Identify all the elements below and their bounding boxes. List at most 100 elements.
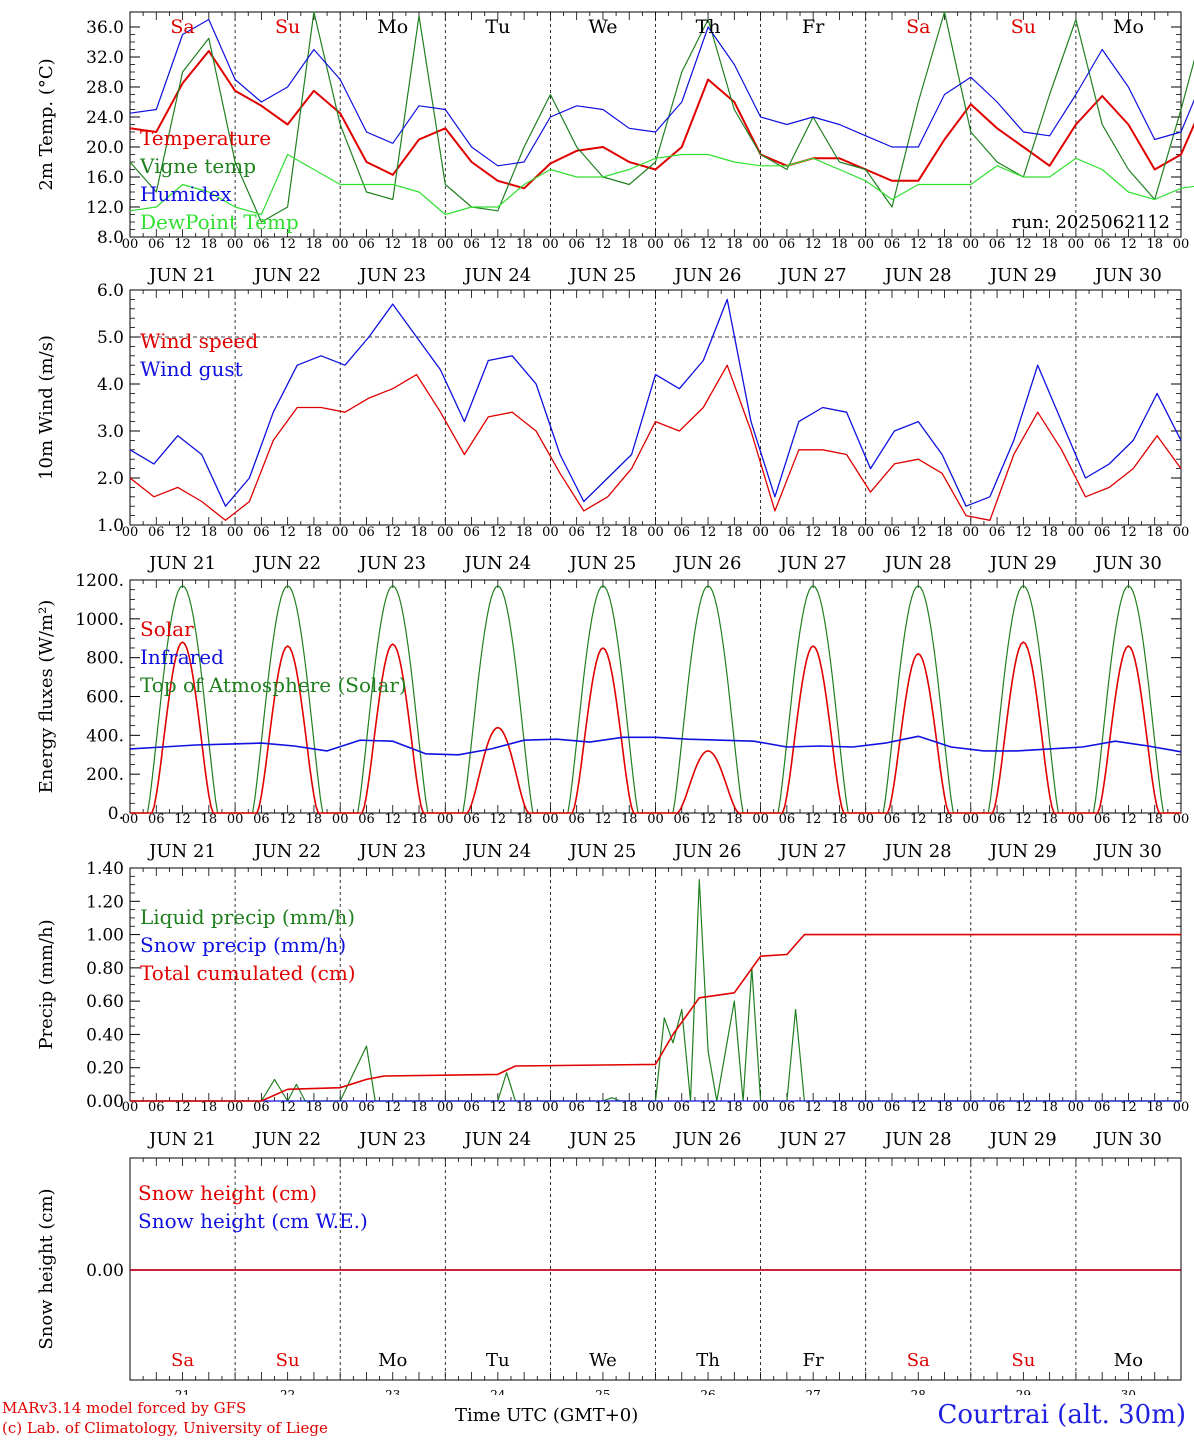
hour-tick-label: 18 [1041, 1100, 1058, 1115]
location-label: Courtrai (alt. 30m) [937, 1400, 1187, 1430]
hour-tick-label: 18 [516, 812, 533, 827]
hour-tick-label: 00 [1173, 1100, 1190, 1115]
day-label: JUN 29 [988, 1129, 1057, 1150]
y-tick-label: 1000. [75, 610, 124, 630]
series-line [129, 50, 1194, 190]
day-label: JUN 21 [147, 1129, 216, 1150]
hour-tick-label: 18 [936, 812, 953, 827]
hour-tick-label: 06 [568, 525, 585, 540]
day-label: JUN 27 [778, 841, 847, 862]
hour-tick-label: 06 [358, 525, 375, 540]
hour-tick-label: 00 [963, 812, 980, 827]
weekday-label: We [589, 1350, 617, 1371]
legend-entry: DewPoint Temp [140, 210, 299, 234]
y-axis-label: Precip (mm/h) [36, 919, 57, 1049]
hour-tick-label: 12 [279, 1100, 296, 1115]
day-label: JUN 27 [778, 553, 847, 574]
hour-tick-label: 00 [1173, 812, 1190, 827]
hour-tick-label: 06 [674, 237, 691, 252]
hour-tick-label: 00 [227, 812, 244, 827]
hour-tick-label: 00 [332, 1100, 349, 1115]
hour-tick-label: 12 [805, 812, 822, 827]
weekday-label: Tu [486, 1350, 510, 1371]
day-label: JUN 27 [778, 265, 847, 286]
hour-tick-label: 18 [726, 237, 743, 252]
wind-panel: 1.0 2.0 3.0 4.0 5.0 6.0 10m Wind (m/s) Wind spe… [36, 281, 1182, 536]
hour-tick-label: 00 [963, 525, 980, 540]
hour-tick-label: 00 [1068, 525, 1085, 540]
y-tick-label: 0.40 [86, 1025, 124, 1045]
day-label: JUN 23 [357, 265, 426, 286]
legend-entry: Snow precip (mm/h) [140, 933, 346, 957]
weekday-label: Fr [803, 1350, 824, 1371]
weekday-label: Sa [906, 16, 930, 38]
day-number-label: 26 [700, 1388, 715, 1395]
series-line [130, 933, 1181, 1102]
hour-tick-label: 06 [989, 525, 1006, 540]
day-label: JUN 27 [778, 1129, 847, 1150]
legend-entry: Wind speed [140, 329, 258, 353]
weekday-label: Su [275, 16, 300, 38]
hour-tick-label: 18 [306, 237, 323, 252]
hour-tick-label: 12 [174, 525, 191, 540]
hour-tick-label: 06 [568, 1100, 585, 1115]
day-label: JUN 21 [147, 841, 216, 862]
hour-tick-label: 12 [1120, 237, 1137, 252]
hour-tick-label: 12 [279, 237, 296, 252]
panel-5 [129, 1157, 1182, 1381]
weekday-label: Mo [378, 1350, 407, 1371]
hour-tick-label: 12 [384, 237, 401, 252]
hour-tick-label: 00 [647, 525, 664, 540]
day-label: JUN 26 [673, 265, 742, 286]
hour-tick-label: 12 [595, 525, 612, 540]
day-label: JUN 24 [462, 1129, 531, 1150]
hour-tick-label: 06 [358, 237, 375, 252]
y-tick-label: 5.0 [97, 328, 124, 348]
y-tick-label: 36.0 [86, 18, 124, 38]
panel-1: 00 06 12 18 JUN 21 00 06 12 18 JUN 22 00 06 12 18 JUN … [122, 11, 1190, 286]
hour-tick-label: 06 [463, 812, 480, 827]
day-label: JUN 28 [883, 841, 952, 862]
y-tick-label: 1200. [75, 571, 124, 591]
precip-panel: 0.00 0.20 0.40 0.60 0.80 1.00 1.20 1.40 Precip (… [36, 859, 1181, 1112]
hour-tick-label: 06 [463, 237, 480, 252]
hour-tick-label: 06 [568, 812, 585, 827]
y-tick-label: 600. [86, 688, 124, 708]
hour-tick-label: 18 [1146, 812, 1163, 827]
hour-tick-label: 06 [884, 237, 901, 252]
weekday-label: Sa [170, 16, 194, 38]
series-line [130, 641, 1181, 814]
y-axis-label: 2m Temp. (°C) [36, 58, 57, 190]
hour-tick-label: 00 [857, 812, 874, 827]
hour-tick-label: 12 [1015, 525, 1032, 540]
hour-tick-label: 00 [752, 525, 769, 540]
hour-tick-label: 00 [437, 812, 454, 827]
day-label: JUN 30 [1093, 1129, 1162, 1150]
hour-tick-label: 00 [1173, 237, 1190, 252]
hour-tick-label: 00 [437, 525, 454, 540]
hour-tick-label: 06 [568, 237, 585, 252]
day-number-label: 25 [595, 1388, 610, 1395]
series-line [129, 18, 1194, 167]
hour-tick-label: 18 [936, 1100, 953, 1115]
weekday-label: Mo [1114, 1350, 1143, 1371]
day-label: JUN 21 [147, 265, 216, 286]
hour-tick-label: 12 [910, 237, 927, 252]
series-line [129, 735, 1182, 756]
hour-tick-label: 12 [805, 237, 822, 252]
day-label: JUN 23 [357, 553, 426, 574]
hour-tick-label: 12 [1120, 812, 1137, 827]
day-label: JUN 30 [1093, 553, 1162, 574]
hour-tick-label: 18 [726, 812, 743, 827]
hour-tick-label: 12 [279, 812, 296, 827]
hour-tick-label: 18 [201, 1100, 218, 1115]
y-tick-label: 200. [86, 765, 124, 785]
y-axis-label: 10m Wind (m/s) [36, 335, 57, 480]
hour-tick-label: 18 [726, 1100, 743, 1115]
hour-tick-label: 06 [779, 812, 796, 827]
hour-tick-label: 06 [148, 237, 165, 252]
day-label: JUN 22 [252, 553, 321, 574]
hour-tick-label: 00 [122, 237, 139, 252]
hour-tick-label: 06 [358, 1100, 375, 1115]
legend-entry: Top of Atmosphere (Solar) [140, 673, 407, 697]
